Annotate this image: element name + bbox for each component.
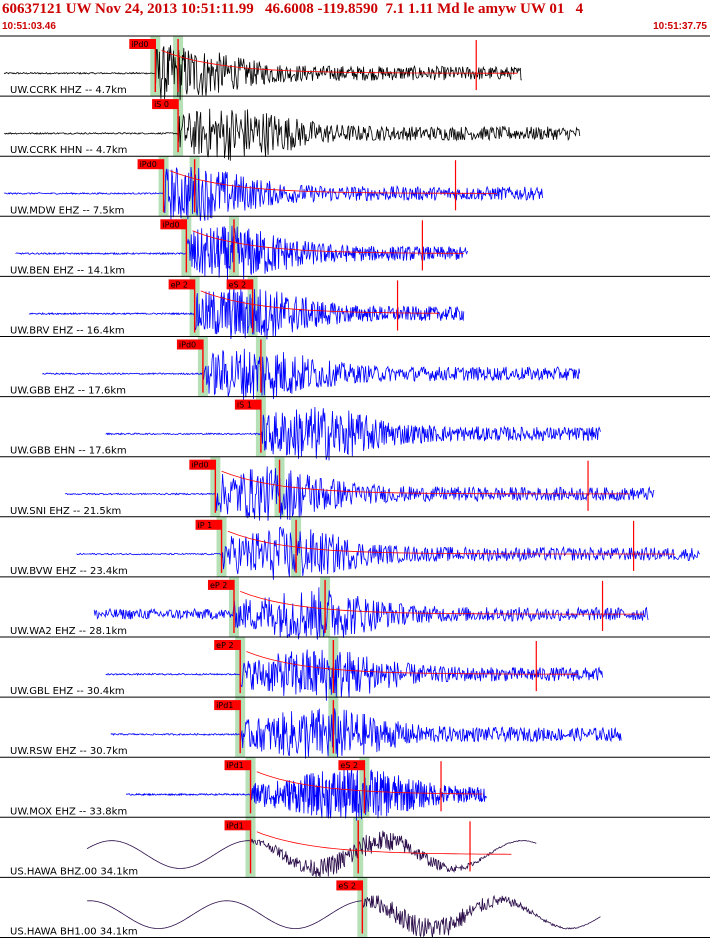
pick-marker-layer: iPd0 UW.CCRK HHZ -- 4.7km iS 0 UW.CCRK HHN … [0, 35, 710, 938]
pick-label: eP 2 [210, 581, 227, 590]
trace-label: UW.GBB EHN -- 17.6km [10, 446, 127, 457]
pick-label-box [234, 399, 261, 410]
pick-label: iPd0 [162, 220, 179, 229]
coda-decay-line [256, 831, 512, 855]
pick-label: eP 2 [171, 280, 188, 289]
pick-label: iPd1 [227, 761, 244, 770]
coda-decay-line [246, 651, 578, 675]
coda-decay-line [161, 50, 518, 74]
waveform-trace [3, 45, 522, 101]
trace-label: UW.BRV EHZ -- 16.4km [10, 326, 125, 337]
pick-label: eS 2 [340, 761, 358, 770]
coda-decay-line [240, 591, 644, 615]
waveform-trace [105, 649, 603, 701]
trace-label: US.HAWA BH1.00 34.1km [10, 927, 138, 938]
pick-label: eS 2 [229, 280, 247, 289]
trace-label: UW.CCRK HHZ -- 4.7km [10, 85, 127, 96]
waveform-trace [4, 166, 543, 221]
trace-label: UW.MOX EHZ -- 33.8km [10, 806, 127, 817]
coda-decay-line [192, 230, 464, 254]
waveform-trace [93, 587, 649, 640]
pick-label: iS 0 [154, 100, 169, 109]
pick-label-box [224, 760, 251, 771]
coda-decay-line [221, 470, 630, 495]
coda-decay-line [256, 771, 483, 795]
pick-label-box [160, 219, 187, 230]
trace-label: UW.RSW EHZ -- 30.7km [10, 746, 128, 757]
pick-label-box [152, 99, 179, 110]
trace-label: UW.MDW EHZ -- 7.5km [10, 205, 124, 216]
pick-label: eP 2 [216, 641, 233, 650]
waveform-trace [105, 406, 601, 461]
pick-label: iPd0 [140, 160, 157, 169]
trace-label: UW.CCRK HHN -- 4.7km [10, 145, 127, 156]
trace-label: UW.SNI EHZ -- 21.5km [10, 506, 121, 517]
pick-label: eS 2 [338, 881, 356, 890]
trace-label: US.HAWA BHZ.00 34.1km [10, 866, 138, 877]
waveform-trace [86, 830, 537, 878]
event-title: 60637121 UW Nov 24, 2013 10:51:11.99 46.… [2, 1, 584, 17]
waveform-trace [125, 767, 487, 821]
waveform-trace [4, 108, 581, 161]
trace-label: UW.WA2 EHZ -- 28.1km [10, 626, 127, 637]
waveform-trace [15, 225, 469, 282]
waveform-trace [28, 287, 465, 340]
pick-label-box [214, 640, 241, 650]
pick-label-box [189, 459, 216, 470]
pick-label-box [338, 760, 365, 771]
coda-decay-line [227, 530, 676, 555]
pick-label: iPd0 [131, 40, 148, 49]
coda-decay-line [169, 170, 497, 194]
pick-label-box [195, 519, 222, 530]
trace-label: UW.BVW EHZ -- 23.4km [10, 566, 128, 577]
pick-label-box [137, 159, 164, 170]
end-time: 10:51:37.75 [653, 21, 707, 32]
pick-label-box [224, 820, 251, 831]
trace-label: UW.BEN EHZ -- 14.1km [10, 265, 125, 276]
pick-label: iP 1 [198, 521, 213, 530]
trace-layer [3, 45, 701, 938]
trace-label: UW.GBB EHZ -- 17.6km [10, 386, 126, 397]
pick-label-box [214, 700, 241, 711]
pick-label: iPd1 [227, 821, 244, 830]
pick-label-box [226, 279, 253, 290]
coda-decay-line [200, 290, 440, 314]
pick-label-box [129, 39, 156, 49]
waveform-trace [76, 526, 701, 580]
trace-label: UW.GBL EHZ -- 30.4km [10, 686, 125, 697]
pick-label-box [336, 880, 363, 891]
waveform-trace [110, 708, 622, 759]
start-time: 10:51:03.46 [2, 21, 56, 32]
pick-label: iPd0 [191, 461, 208, 470]
pick-label: iPd0 [179, 341, 196, 350]
pick-label: iPd1 [216, 701, 233, 710]
waveform-trace [87, 894, 601, 938]
waveform-trace [42, 348, 581, 402]
pick-label-box [176, 339, 203, 350]
pick-label-box [168, 279, 195, 290]
pick-label-box [207, 579, 234, 590]
pick-label: iS 1 [237, 401, 252, 410]
